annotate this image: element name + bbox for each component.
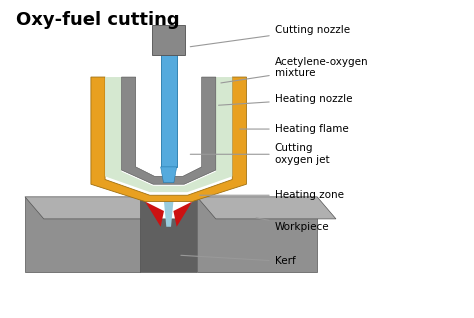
- Polygon shape: [140, 197, 197, 273]
- Polygon shape: [25, 197, 159, 219]
- Polygon shape: [197, 197, 317, 273]
- Text: Cutting
oxygen jet: Cutting oxygen jet: [190, 143, 329, 165]
- Text: Acetylene-oxygen
mixture: Acetylene-oxygen mixture: [221, 57, 368, 83]
- Polygon shape: [145, 202, 164, 227]
- Bar: [152, 25, 185, 55]
- Text: Heating zone: Heating zone: [200, 190, 344, 200]
- Polygon shape: [161, 167, 177, 183]
- Polygon shape: [25, 197, 140, 273]
- Bar: [161, 38, 177, 167]
- Polygon shape: [197, 197, 336, 219]
- Polygon shape: [91, 77, 246, 202]
- Text: Cutting nozzle: Cutting nozzle: [190, 25, 350, 47]
- Polygon shape: [121, 77, 216, 184]
- Polygon shape: [173, 202, 192, 227]
- Polygon shape: [164, 202, 173, 227]
- Text: Kerf: Kerf: [181, 255, 295, 266]
- Text: Workpiece: Workpiece: [256, 218, 329, 232]
- Text: Oxy-fuel cutting: Oxy-fuel cutting: [16, 11, 179, 29]
- Text: Heating nozzle: Heating nozzle: [219, 94, 352, 105]
- Text: Heating flame: Heating flame: [240, 124, 348, 134]
- Polygon shape: [105, 77, 232, 192]
